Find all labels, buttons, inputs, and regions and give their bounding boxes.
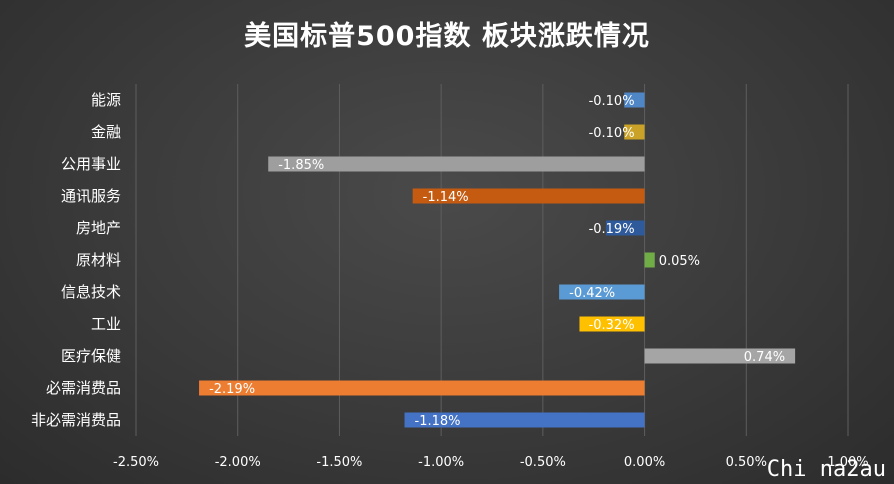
data-label: -1.14%: [423, 190, 469, 205]
bar: [404, 412, 645, 428]
category-label: 金融: [91, 123, 121, 141]
bar: [412, 188, 645, 204]
data-label: -1.18%: [415, 414, 461, 429]
x-tick-label: -1.00%: [418, 455, 464, 470]
chart-title: 美国标普500指数 板块涨跌情况: [244, 21, 650, 52]
data-label: -0.10%: [589, 94, 635, 109]
category-label: 通讯服务: [61, 187, 121, 205]
bar: [624, 92, 645, 108]
x-tick-label: -2.00%: [215, 455, 261, 470]
data-label: -2.19%: [209, 382, 255, 397]
bar: [644, 252, 655, 268]
bar: [624, 124, 645, 140]
bar: [579, 316, 645, 332]
category-label: 医疗保健: [61, 347, 121, 365]
data-label: -0.42%: [569, 286, 615, 301]
data-label: -1.85%: [278, 158, 324, 173]
category-label: 能源: [91, 91, 121, 109]
bar: [605, 220, 645, 236]
x-tick-label: -2.50%: [113, 455, 159, 470]
category-label: 信息技术: [61, 283, 121, 301]
data-label: -0.10%: [589, 126, 635, 141]
watermark: Chi na2au: [766, 457, 886, 482]
bar: [559, 284, 645, 300]
category-label: 房地产: [76, 219, 121, 237]
data-label: 0.05%: [659, 254, 700, 269]
x-tick-label: -0.50%: [520, 455, 566, 470]
x-tick-label: -1.50%: [316, 455, 362, 470]
x-tick-label: 0.00%: [624, 455, 665, 470]
data-label: 0.74%: [744, 350, 785, 365]
bar: [199, 380, 645, 396]
bar: [268, 156, 645, 172]
category-label: 工业: [91, 315, 121, 333]
x-tick-label: 0.50%: [726, 455, 767, 470]
category-label: 公用事业: [61, 155, 121, 173]
category-label: 非必需消费品: [31, 411, 121, 429]
data-label: -0.19%: [589, 222, 635, 237]
data-label: -0.32%: [589, 318, 635, 333]
x-tick-label: 1.00%: [827, 455, 868, 470]
bar: [644, 348, 796, 364]
category-label: 必需消费品: [46, 379, 121, 397]
category-label: 原材料: [76, 251, 121, 269]
